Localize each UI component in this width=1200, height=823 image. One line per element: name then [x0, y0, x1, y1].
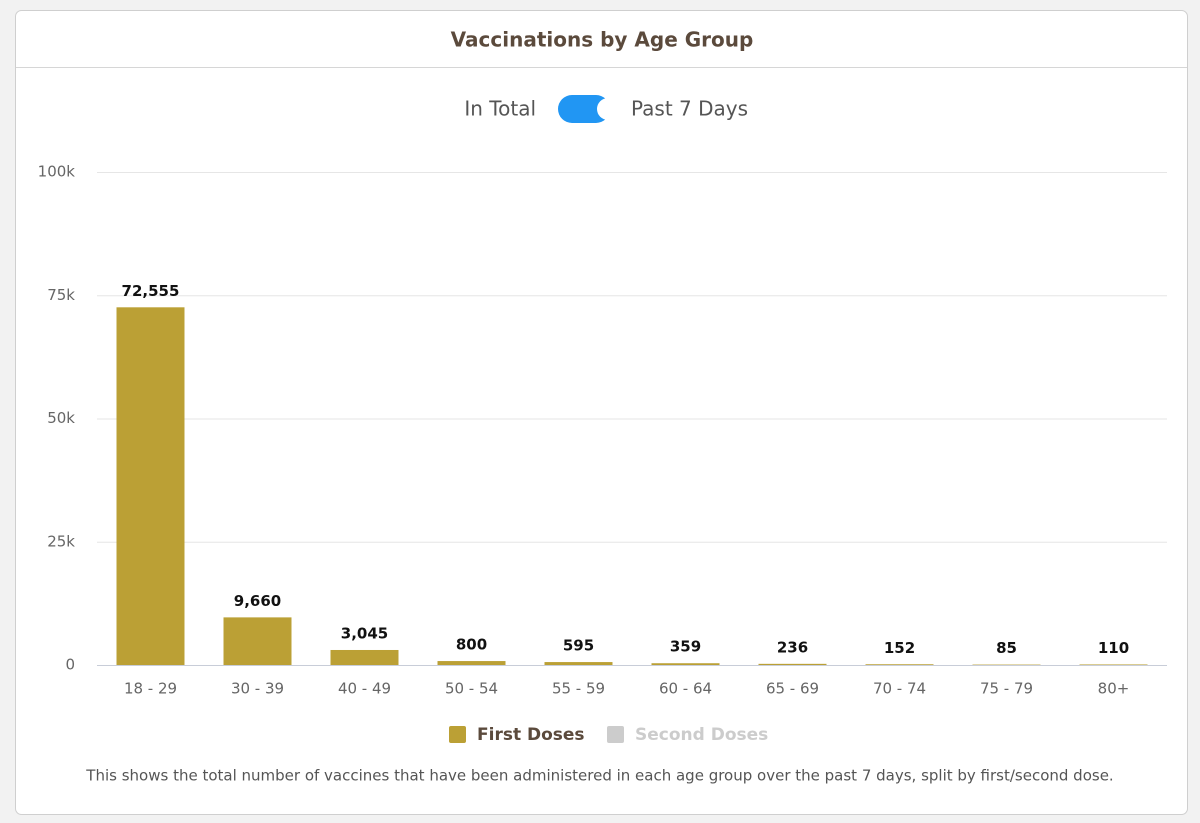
data-label: 595 [563, 637, 594, 655]
card [15, 10, 1188, 815]
bar [1079, 664, 1148, 665]
x-tick-label: 70 - 74 [873, 680, 926, 698]
legend-swatch [449, 726, 466, 743]
bar [223, 617, 292, 665]
x-tick-label: 75 - 79 [980, 680, 1033, 698]
bar [437, 661, 506, 665]
legend-label[interactable]: First Doses [477, 725, 585, 745]
data-label: 72,555 [122, 282, 180, 300]
data-label: 110 [1098, 639, 1129, 657]
data-label: 3,045 [341, 624, 388, 642]
bar [116, 307, 185, 665]
y-tick-label: 50k [47, 409, 75, 427]
x-tick-label: 65 - 69 [766, 680, 819, 698]
legend-label[interactable]: Second Doses [635, 725, 768, 745]
data-label: 85 [996, 639, 1017, 657]
data-label: 152 [884, 639, 915, 657]
y-tick-label: 75k [47, 286, 75, 304]
toggle-right-label[interactable]: Past 7 Days [631, 97, 748, 121]
x-tick-label: 18 - 29 [124, 680, 177, 698]
bar [544, 662, 613, 665]
bar [330, 649, 399, 665]
data-label: 800 [456, 636, 487, 654]
data-label: 359 [670, 638, 701, 656]
x-tick-label: 60 - 64 [659, 680, 712, 698]
y-tick-label: 0 [65, 656, 75, 674]
data-label: 9,660 [234, 592, 281, 610]
x-tick-label: 50 - 54 [445, 680, 498, 698]
toggle-switch[interactable] [558, 95, 610, 123]
x-tick-label: 30 - 39 [231, 680, 284, 698]
toggle-knob[interactable] [597, 98, 619, 120]
bar [865, 664, 934, 665]
x-tick-label: 55 - 59 [552, 680, 605, 698]
bar [758, 663, 827, 665]
x-tick-label: 80+ [1098, 680, 1130, 698]
legend-swatch [607, 726, 624, 743]
chart-title: Vaccinations by Age Group [451, 28, 754, 52]
y-tick-label: 25k [47, 532, 75, 550]
bar [651, 663, 720, 665]
toggle-left-label[interactable]: In Total [464, 97, 536, 121]
y-tick-label: 100k [38, 163, 76, 181]
data-label: 236 [777, 638, 808, 656]
caption: This shows the total number of vaccines … [85, 767, 1113, 785]
x-tick-label: 40 - 49 [338, 680, 391, 698]
